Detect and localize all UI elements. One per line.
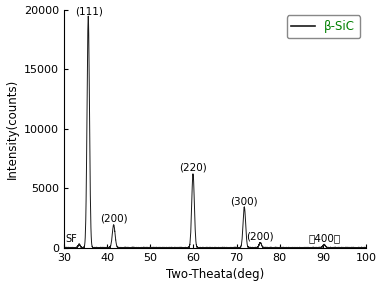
Legend: β-SiC: β-SiC bbox=[286, 15, 360, 38]
Text: （400）: （400） bbox=[308, 234, 340, 243]
Y-axis label: Intensity(counts): Intensity(counts) bbox=[6, 79, 19, 179]
Text: (300): (300) bbox=[230, 196, 258, 206]
Text: (111): (111) bbox=[76, 6, 104, 16]
Text: SF: SF bbox=[65, 234, 77, 244]
Text: (200): (200) bbox=[246, 232, 274, 242]
Text: (220): (220) bbox=[179, 163, 207, 173]
X-axis label: Two-Theata(deg): Two-Theata(deg) bbox=[166, 268, 264, 282]
Text: (200): (200) bbox=[100, 214, 128, 224]
